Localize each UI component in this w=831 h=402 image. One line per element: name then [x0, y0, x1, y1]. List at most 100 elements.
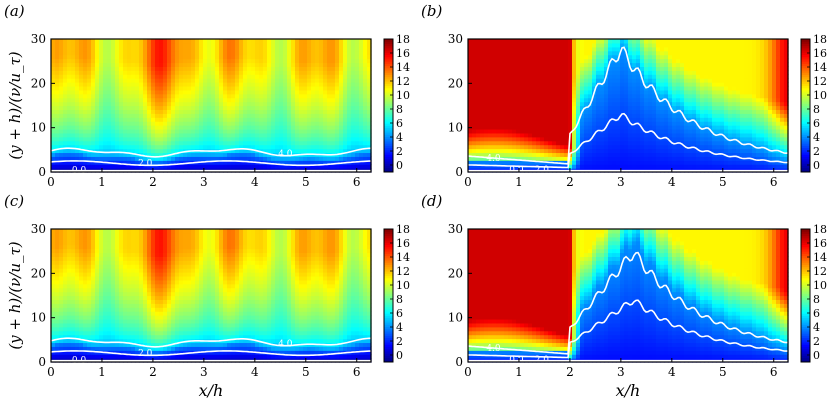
heatmap-cell: [211, 97, 216, 103]
heatmap-cell: [592, 93, 597, 99]
heatmap-cell: [151, 70, 156, 75]
heatmap-cell: [596, 121, 601, 126]
heatmap-cell: [488, 152, 493, 157]
heatmap-cell: [119, 62, 124, 67]
heatmap-cell: [275, 125, 280, 130]
heatmap-cell: [580, 66, 585, 71]
heatmap-cell: [335, 74, 340, 79]
heatmap-cell: [572, 132, 577, 138]
heatmap-cell: [664, 101, 669, 107]
heatmap-cell: [83, 54, 88, 60]
heatmap-cell: [259, 46, 264, 52]
heatmap-cell: [179, 164, 184, 169]
heatmap-cell: [680, 136, 685, 142]
heatmap-cell: [139, 62, 144, 67]
heatmap-cell: [231, 50, 236, 56]
heatmap-cell: [664, 160, 669, 165]
heatmap-cell: [163, 101, 168, 107]
heatmap-cell: [472, 132, 477, 138]
heatmap-cell: [231, 109, 236, 114]
heatmap-cell: [347, 97, 352, 103]
heatmap-cell: [359, 97, 364, 103]
heatmap-cell: [227, 160, 232, 165]
heatmap-cell: [315, 132, 320, 138]
heatmap-cell: [664, 152, 669, 157]
heatmap-cell: [616, 50, 621, 56]
heatmap-cell: [704, 85, 709, 91]
heatmap-cell: [556, 132, 561, 138]
heatmap-cell: [319, 136, 324, 142]
heatmap-cell: [524, 109, 529, 114]
heatmap-cell: [327, 42, 332, 48]
x-tick-label: 6: [353, 175, 361, 189]
heatmap-cell: [367, 156, 372, 161]
heatmap-cell: [576, 113, 581, 118]
heatmap-cell: [672, 132, 677, 138]
heatmap-cell: [283, 109, 288, 114]
heatmap-cell: [688, 140, 693, 146]
heatmap-cell: [660, 144, 665, 150]
heatmap-cell: [355, 128, 360, 134]
heatmap-cell: [504, 117, 509, 122]
heatmap-cell: [155, 148, 160, 154]
heatmap-cell: [692, 93, 697, 99]
heatmap-cell: [163, 50, 168, 56]
heatmap-cell: [299, 101, 304, 107]
heatmap-cell: [532, 66, 537, 71]
heatmap-cell: [199, 54, 204, 60]
heatmap-cell: [544, 85, 549, 91]
heatmap-cell: [720, 136, 725, 142]
heatmap-cell: [79, 85, 84, 91]
heatmap-cell: [700, 74, 705, 79]
heatmap-cell: [492, 105, 497, 111]
heatmap-cell: [488, 54, 493, 60]
heatmap-cell: [231, 160, 236, 165]
heatmap-cell: [343, 70, 348, 75]
heatmap-cell: [616, 82, 621, 87]
heatmap-cell: [255, 70, 260, 75]
heatmap-cell: [656, 140, 661, 146]
heatmap-cell: [580, 128, 585, 134]
heatmap-cell: [648, 132, 653, 138]
heatmap-cell: [307, 160, 312, 165]
colorbar-segment: [384, 136, 393, 140]
heatmap-cell: [688, 125, 693, 130]
heatmap-cell: [163, 58, 168, 64]
heatmap-cell: [480, 54, 485, 60]
heatmap-cell: [147, 148, 152, 154]
heatmap-cell: [159, 62, 164, 67]
heatmap-cell: [488, 39, 493, 44]
heatmap-cell: [343, 42, 348, 48]
heatmap-cell: [67, 97, 72, 103]
heatmap-cell: [91, 117, 96, 122]
heatmap-cell: [516, 109, 521, 114]
heatmap-cell: [95, 113, 100, 118]
heatmap-cell: [307, 54, 312, 60]
colorbar-segment: [384, 156, 393, 160]
heatmap-cell: [592, 144, 597, 150]
heatmap-cell: [67, 121, 72, 126]
heatmap-cell: [175, 113, 180, 118]
heatmap-cell: [604, 89, 609, 95]
heatmap-cell: [239, 50, 244, 56]
heatmap-cell: [127, 101, 132, 107]
heatmap-cell: [271, 164, 276, 169]
heatmap-cell: [243, 156, 248, 161]
heatmap-cell: [123, 109, 128, 114]
heatmap-cell: [123, 101, 128, 107]
heatmap-cell: [303, 89, 308, 95]
heatmap-cell: [235, 82, 240, 87]
heatmap-cell: [532, 148, 537, 154]
heatmap-cell: [59, 58, 64, 64]
heatmap-cell: [339, 58, 344, 64]
heatmap-cell: [79, 117, 84, 122]
heatmap-cell: [195, 93, 200, 99]
heatmap-cell: [572, 101, 577, 107]
heatmap-cell: [123, 66, 128, 71]
heatmap-cell: [195, 140, 200, 146]
heatmap-cell: [524, 78, 529, 83]
heatmap-cell: [227, 62, 232, 67]
heatmap-cell: [468, 62, 473, 67]
heatmap-cell: [520, 160, 525, 165]
heatmap-cell: [87, 152, 92, 157]
